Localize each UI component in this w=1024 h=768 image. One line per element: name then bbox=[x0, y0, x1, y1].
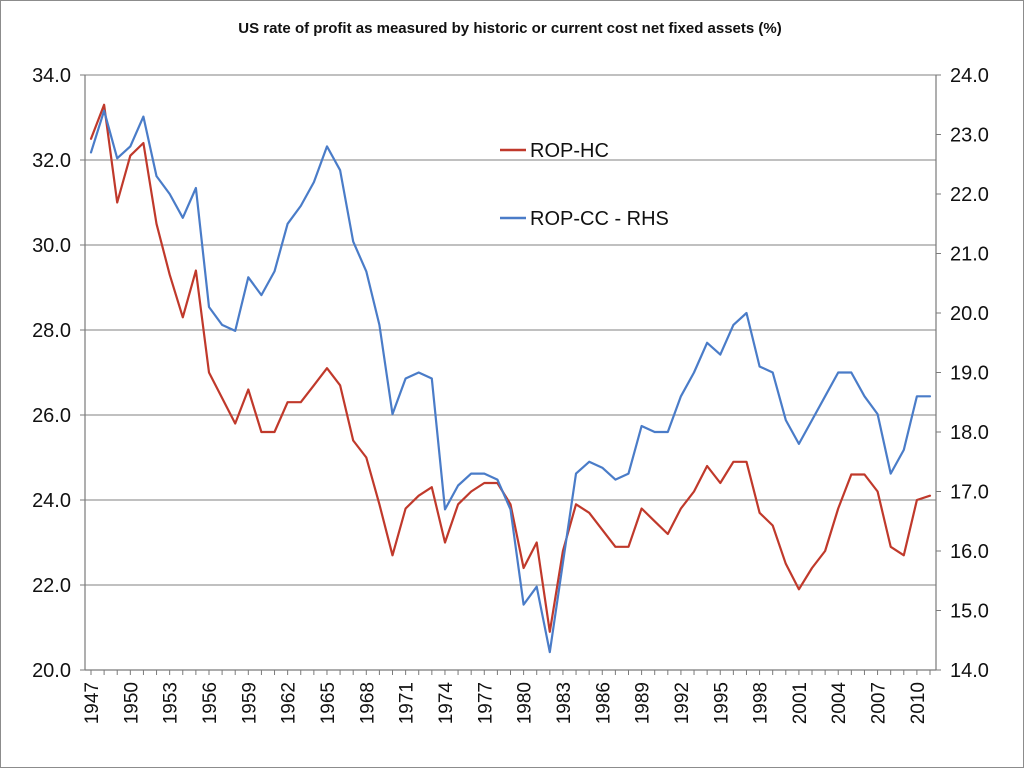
x-tick-label: 2001 bbox=[790, 682, 811, 724]
left-tick-label: 22.0 bbox=[32, 575, 71, 597]
x-tick-label: 1947 bbox=[82, 682, 103, 724]
x-tick-label: 1986 bbox=[593, 682, 614, 724]
x-tick-label: 1959 bbox=[239, 682, 260, 724]
x-tick-label: 1968 bbox=[357, 682, 378, 724]
left-tick-label: 26.0 bbox=[32, 405, 71, 427]
series-lines bbox=[89, 103, 932, 654]
right-tick-label: 17.0 bbox=[950, 482, 989, 504]
gridlines bbox=[85, 74, 936, 586]
right-tick-label: 21.0 bbox=[950, 244, 989, 266]
x-tick-label: 2010 bbox=[908, 682, 929, 724]
legend-label: ROP-CC - RHS bbox=[530, 208, 669, 230]
x-tick-label: 1983 bbox=[554, 682, 575, 724]
series-line-rop-cc bbox=[89, 109, 932, 654]
left-tick-label: 24.0 bbox=[32, 490, 71, 512]
x-tick-label: 1956 bbox=[200, 682, 221, 724]
left-tick-label: 20.0 bbox=[32, 660, 71, 682]
right-tick-label: 16.0 bbox=[950, 541, 989, 563]
left-tick-label: 28.0 bbox=[32, 320, 71, 342]
right-tick-label: 22.0 bbox=[950, 184, 989, 206]
series-line-rop-hc bbox=[89, 103, 932, 633]
x-tick-label: 1953 bbox=[161, 682, 182, 724]
left-tick-label: 34.0 bbox=[32, 65, 71, 87]
axes bbox=[84, 75, 937, 671]
x-tick-label: 1950 bbox=[121, 682, 142, 724]
right-tick-label: 15.0 bbox=[950, 601, 989, 623]
right-tick-label: 14.0 bbox=[950, 660, 989, 682]
right-tick-label: 23.0 bbox=[950, 125, 989, 147]
legend: ROP-HC ROP-CC - RHS bbox=[500, 140, 669, 230]
right-tick-label: 24.0 bbox=[950, 65, 989, 87]
right-tick-label: 20.0 bbox=[950, 303, 989, 325]
legend-label: ROP-HC bbox=[530, 140, 609, 162]
x-tick-label: 1995 bbox=[711, 682, 732, 724]
x-tick-label: 1998 bbox=[751, 682, 772, 724]
x-tick-label: 2007 bbox=[869, 682, 890, 724]
x-tick-label: 2004 bbox=[829, 682, 850, 725]
left-tick-label: 30.0 bbox=[32, 235, 71, 257]
x-tick-label: 1977 bbox=[475, 682, 496, 724]
right-tick-label: 19.0 bbox=[950, 363, 989, 385]
chart-title: US rate of profit as measured by histori… bbox=[238, 20, 781, 37]
x-tick-label: 1992 bbox=[672, 682, 693, 724]
right-y-axis-ticks: 14.0 15.0 16.0 17.0 18.0 19.0 20.0 21.0 22.0 23.0… bbox=[936, 65, 989, 682]
x-tick-label: 1962 bbox=[279, 682, 300, 724]
x-tick-label: 1989 bbox=[633, 682, 654, 724]
x-tick-label: 1971 bbox=[397, 682, 418, 724]
x-tick-label: 1980 bbox=[515, 682, 536, 724]
left-tick-label: 32.0 bbox=[32, 150, 71, 172]
left-y-axis-ticks: 20.0 22.0 24.0 26.0 28.0 30.0 32.0 34.0 bbox=[32, 65, 85, 682]
right-tick-label: 18.0 bbox=[950, 422, 989, 444]
x-axis-ticks: 1947 1950 1953 1956 1959 1962 1965 1968 1971 1974… bbox=[82, 670, 931, 725]
x-tick-label: 1974 bbox=[436, 682, 457, 725]
x-tick-label: 1965 bbox=[318, 682, 339, 724]
